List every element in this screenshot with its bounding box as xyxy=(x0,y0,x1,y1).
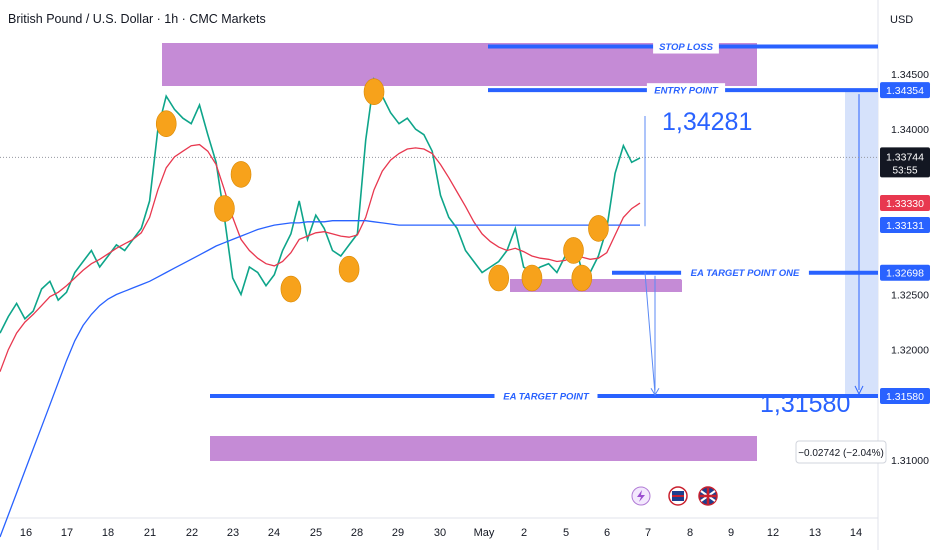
pivot-marker-1 xyxy=(363,78,385,106)
x-tick-label: 18 xyxy=(102,527,114,539)
chart-title: British Pound / U.S. Dollar · 1h · CMC M… xyxy=(8,12,266,26)
price-badge-4: 1.31580 xyxy=(886,391,924,403)
x-tick-label: 9 xyxy=(728,527,734,539)
y-tick-label: 1.34000 xyxy=(891,124,929,136)
y-tick-label: 1.31000 xyxy=(891,455,929,467)
current-price-badge-bg xyxy=(880,147,930,178)
x-tick-label: 7 xyxy=(645,527,651,539)
x-tick-label: 23 xyxy=(227,527,239,539)
level-label-1: ENTRY POINT xyxy=(654,86,719,97)
target-zone xyxy=(210,436,757,461)
level-label-bg-3 xyxy=(494,388,598,403)
pivot-marker-10 xyxy=(571,264,593,292)
level-label-2: EA TARGET POINT ONE xyxy=(691,268,800,279)
price-badge-1: 1.33330 xyxy=(886,198,924,210)
x-tick-label: 21 xyxy=(144,527,156,539)
x-tick-label: 8 xyxy=(687,527,693,539)
x-tick-label: 12 xyxy=(767,527,779,539)
measure-label-box xyxy=(795,440,887,464)
level-label-bg-0 xyxy=(653,39,719,54)
price-badge-bg-3 xyxy=(880,264,930,281)
price-badge-bg-2 xyxy=(880,216,930,233)
lightning-glyph-icon xyxy=(637,490,645,502)
series-line-1 xyxy=(0,143,641,372)
y-tick-label: 1.32500 xyxy=(891,290,929,302)
level-label-3: EA TARGET POINT xyxy=(503,391,590,402)
currency-label[interactable]: USD xyxy=(890,14,914,26)
x-tick-label: 25 xyxy=(310,527,322,539)
price-badge-bg-1 xyxy=(880,195,930,212)
x-tick-label: 16 xyxy=(20,527,32,539)
price-badge-bg-4 xyxy=(880,387,930,404)
series-line-0 xyxy=(0,76,641,334)
series-line-2 xyxy=(0,220,640,538)
target-one-zone xyxy=(510,279,682,292)
x-tick-label: 24 xyxy=(268,527,280,539)
x-tick-label: May xyxy=(474,527,495,539)
x-tick-label: 30 xyxy=(434,527,446,539)
x-tick-label: 6 xyxy=(604,527,610,539)
pivot-marker-9 xyxy=(521,264,543,292)
x-tick-label: 14 xyxy=(850,527,862,539)
price-badge-bg-0 xyxy=(880,82,930,99)
level-label-0: STOP LOSS xyxy=(659,42,714,53)
countdown-label: 53:55 xyxy=(892,165,917,176)
uk-flag-cross-red-icon xyxy=(700,488,716,504)
price-badge-2: 1.33131 xyxy=(886,220,924,232)
target-value-label: 1,31580 xyxy=(760,390,850,418)
level-label-bg-1 xyxy=(646,83,726,98)
level-label-bg-2 xyxy=(681,265,809,280)
x-tick-label: 28 xyxy=(351,527,363,539)
price-badge-0: 1.34354 xyxy=(886,85,924,97)
measure-label: −0.02742 (−2.04%) xyxy=(798,448,884,459)
x-tick-label: 2 xyxy=(521,527,527,539)
pivot-marker-0 xyxy=(155,110,177,137)
measure-range-box xyxy=(845,90,878,396)
pivot-marker-7 xyxy=(588,215,609,242)
x-tick-label: 5 xyxy=(563,527,569,539)
pivot-marker-3 xyxy=(280,275,302,303)
x-tick-label: 17 xyxy=(61,527,73,539)
y-tick-label: 1.32000 xyxy=(891,345,929,357)
price-badge-3: 1.32698 xyxy=(886,268,924,280)
entry-value-label: 1,34281 xyxy=(662,108,752,136)
y-tick-label: 1.34500 xyxy=(891,69,929,81)
current-price-badge: 1.33744 xyxy=(886,151,924,163)
projection-arrow-head xyxy=(650,387,660,396)
pivot-marker-8 xyxy=(488,264,510,292)
pivot-marker-4 xyxy=(230,161,252,188)
pivot-marker-6 xyxy=(563,237,584,264)
x-tick-label: 13 xyxy=(809,527,821,539)
pivot-marker-5 xyxy=(338,255,360,283)
x-tick-label: 29 xyxy=(392,527,404,539)
x-tick-label: 22 xyxy=(186,527,198,539)
pivot-marker-2 xyxy=(214,195,235,222)
projection-line-down xyxy=(644,272,656,394)
